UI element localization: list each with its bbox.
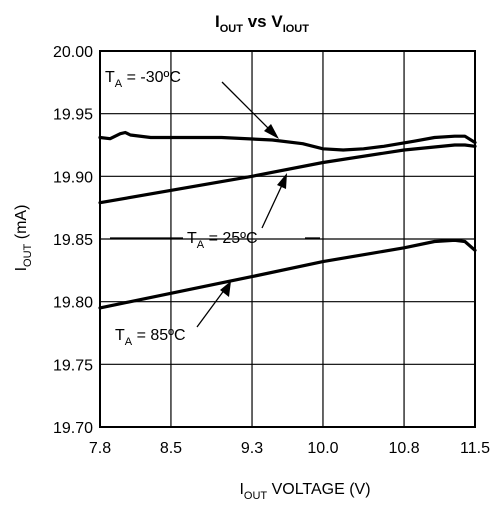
- y-tick-label: 19.70: [53, 420, 93, 437]
- y-tick-label: 19.85: [53, 232, 93, 249]
- annotation-arrow-minus30: [221, 81, 273, 133]
- x-tick-label: 9.3: [241, 440, 263, 457]
- y-tick-label: 19.75: [53, 357, 93, 374]
- tick-labels: 7.8 8.5 9.3 10.0 10.8 11.5 19.70 19.75 19.80 19.8…: [53, 44, 490, 457]
- x-tick-label: 8.5: [160, 440, 182, 457]
- y-tick-label: 19.90: [53, 169, 93, 186]
- annotations: TA = -30ºC TA = 25ºC TA = 85ºC: [105, 69, 320, 348]
- annotation-arrow-25: [261, 182, 284, 229]
- annotation-label-minus30: TA = -30ºC: [105, 69, 181, 90]
- y-tick-label: 20.00: [53, 44, 93, 61]
- y-axis-label: IOUT (mA): [13, 205, 34, 272]
- x-axis-label: IOUT VOLTAGE (V): [239, 481, 370, 502]
- x-tick-label: 10.8: [388, 440, 419, 457]
- annotation-label-85: TA = 85ºC: [115, 327, 186, 348]
- chart-title: IOUT vs VIOUT: [215, 12, 309, 35]
- series-line-25c: [98, 143, 477, 205]
- annotation-arrow-85: [196, 288, 226, 328]
- annotation-arrowhead-85: [220, 281, 231, 297]
- x-tick-label: 7.8: [89, 440, 111, 457]
- x-tick-label: 10.0: [307, 440, 338, 457]
- series-lines: [98, 130, 477, 310]
- y-tick-label: 19.95: [53, 107, 93, 124]
- grid-lines: [99, 50, 476, 428]
- y-tick-label: 19.80: [53, 295, 93, 312]
- annotation-arrowhead-minus30: [264, 124, 279, 139]
- x-tick-label: 11.5: [460, 440, 490, 457]
- annotation-label-25: TA = 25ºC: [187, 230, 258, 251]
- series-line-85c: [98, 238, 477, 310]
- annotation-arrowhead-25: [277, 173, 287, 189]
- series-line-minus30c: [98, 130, 477, 152]
